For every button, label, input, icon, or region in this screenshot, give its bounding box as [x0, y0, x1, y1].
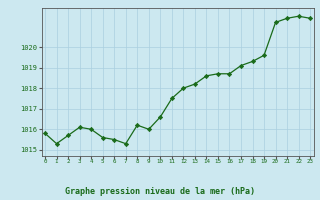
Text: Graphe pression niveau de la mer (hPa): Graphe pression niveau de la mer (hPa) — [65, 188, 255, 196]
